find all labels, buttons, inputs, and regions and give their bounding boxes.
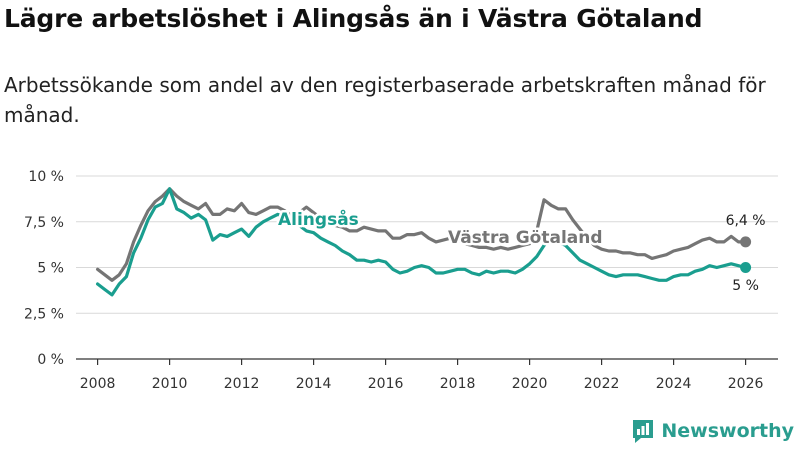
y-tick-label: 5 %	[37, 261, 64, 277]
x-tick-label: 2016	[368, 376, 404, 392]
series-layer	[96, 187, 752, 297]
series-label-vg: Västra Götaland	[448, 228, 603, 248]
end-point-vg	[740, 236, 752, 248]
series-line-vg	[96, 187, 748, 282]
x-tick-label: 2008	[80, 376, 116, 392]
series-label-alingsas: Alingsås	[278, 208, 359, 230]
y-tick-label: 10 %	[28, 169, 64, 185]
y-tick-label: 2,5 %	[24, 306, 64, 322]
grid-layer	[76, 175, 778, 314]
end-label-vg: 6,4 %	[726, 213, 766, 229]
series-label-alingsas-halo: Alingsås	[278, 208, 359, 230]
brand-name: Newsworthy	[661, 420, 794, 442]
x-tick-label: 2020	[512, 376, 548, 392]
end-point-alingsas	[740, 262, 752, 273]
x-tick-label: 2014	[296, 376, 332, 392]
x-tick-label: 2022	[584, 376, 620, 392]
bar-chart-logo-icon	[633, 420, 654, 443]
chart-subtitle: Arbetssökande som andel av den registerb…	[4, 73, 766, 127]
x-tick-label: 2026	[728, 376, 764, 392]
x-tick-label: 2012	[224, 376, 260, 392]
y-tick-label: 7,5 %	[24, 215, 64, 231]
chart-title: Lägre arbetslöshet i Alingsås än i Västr…	[4, 4, 703, 33]
series-line-alingsas	[96, 187, 748, 297]
axis-layer: 0 % 2,5 % 5 % 7,5 % 10 % 2008 2010 2012 2014 2016…	[24, 169, 778, 392]
x-tick-label: 2010	[152, 376, 188, 392]
end-label-alingsas: 5 %	[732, 278, 759, 294]
series-label-vg-halo: Västra Götaland	[448, 228, 603, 248]
y-tick-label: 0 %	[37, 352, 64, 368]
newsworthy-logo[interactable]: Newsworthy	[631, 418, 794, 444]
x-tick-label: 2024	[656, 376, 692, 392]
x-tick-label: 2018	[440, 376, 476, 392]
